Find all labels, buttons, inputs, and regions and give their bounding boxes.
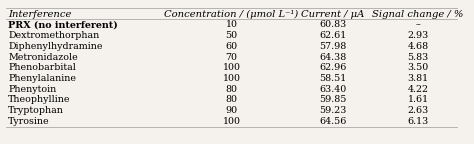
Text: 62.61: 62.61 (319, 31, 346, 40)
Text: 59.85: 59.85 (319, 95, 346, 104)
Text: Dextromethorphan: Dextromethorphan (9, 31, 100, 40)
Text: 4.68: 4.68 (408, 42, 428, 51)
Text: 62.96: 62.96 (319, 63, 346, 72)
Text: –: – (416, 20, 420, 29)
Text: 1.61: 1.61 (408, 95, 428, 104)
Text: 64.56: 64.56 (319, 117, 346, 126)
Text: Metronidazole: Metronidazole (9, 53, 78, 61)
Text: Interference: Interference (9, 10, 72, 19)
Text: 100: 100 (223, 117, 241, 126)
Text: 100: 100 (223, 63, 241, 72)
Text: Tyrosine: Tyrosine (9, 117, 50, 126)
Text: 3.81: 3.81 (408, 74, 428, 83)
Text: 59.23: 59.23 (319, 106, 346, 115)
Text: 70: 70 (226, 53, 237, 61)
Text: 50: 50 (226, 31, 237, 40)
Text: 80: 80 (226, 95, 237, 104)
Text: 60.83: 60.83 (319, 20, 346, 29)
Text: Theophylline: Theophylline (9, 95, 71, 104)
Text: Phenylalanine: Phenylalanine (9, 74, 76, 83)
Text: 6.13: 6.13 (408, 117, 428, 126)
Text: 63.40: 63.40 (319, 85, 346, 94)
Text: Diphenylhydramine: Diphenylhydramine (9, 42, 103, 51)
Text: Current / μA: Current / μA (301, 10, 365, 19)
Text: 80: 80 (226, 85, 237, 94)
Text: 64.38: 64.38 (319, 53, 346, 61)
Text: Concentration / (μmol L⁻¹): Concentration / (μmol L⁻¹) (164, 10, 299, 19)
Text: 2.93: 2.93 (408, 31, 428, 40)
Text: Phenobarbital: Phenobarbital (9, 63, 76, 72)
Text: 5.83: 5.83 (408, 53, 428, 61)
Text: 90: 90 (226, 106, 237, 115)
Text: Phenytoin: Phenytoin (9, 85, 56, 94)
Text: 4.22: 4.22 (408, 85, 428, 94)
Text: Tryptophan: Tryptophan (9, 106, 64, 115)
Text: 10: 10 (226, 20, 237, 29)
Text: 2.63: 2.63 (408, 106, 428, 115)
Text: 60: 60 (226, 42, 237, 51)
Text: Signal change / %: Signal change / % (373, 10, 464, 19)
Text: PRX (no interferent): PRX (no interferent) (9, 20, 118, 29)
Text: 57.98: 57.98 (319, 42, 346, 51)
Text: 100: 100 (223, 74, 241, 83)
Text: 58.51: 58.51 (319, 74, 346, 83)
Text: 3.50: 3.50 (408, 63, 428, 72)
